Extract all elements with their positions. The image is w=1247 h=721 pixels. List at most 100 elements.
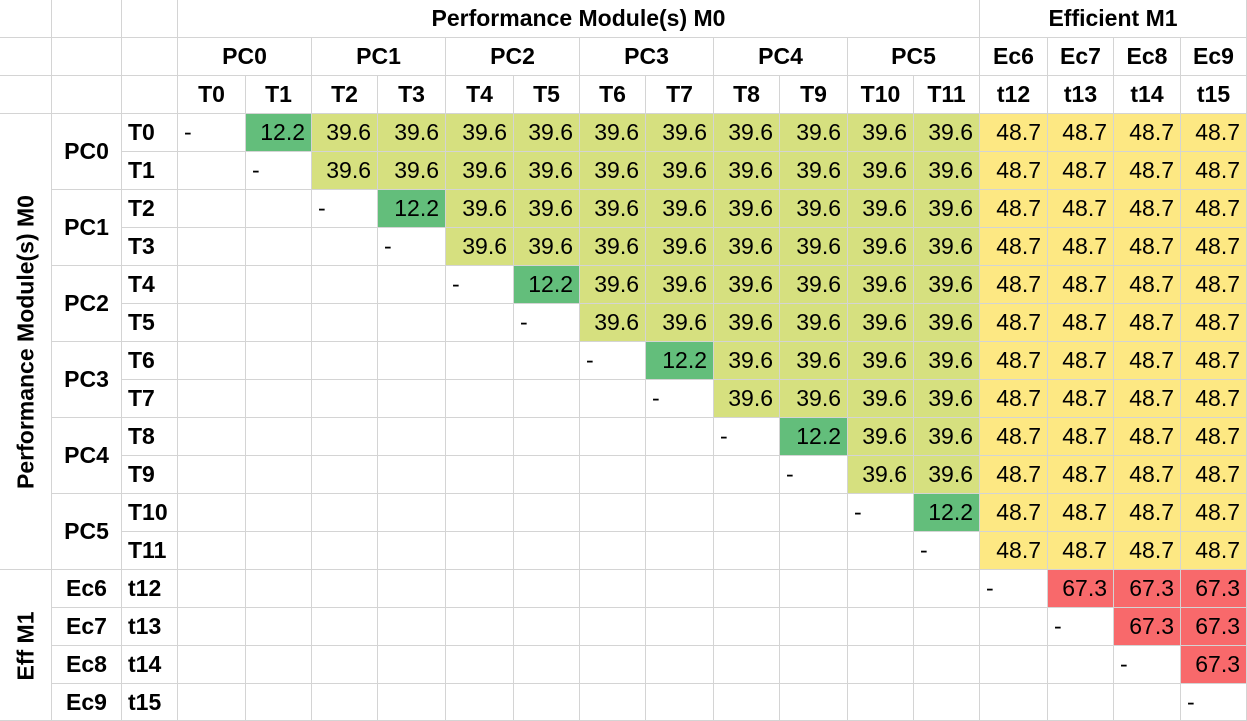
heatmap-value-cell: 39.6 <box>646 304 714 342</box>
row-core-label: Ec8 <box>52 646 122 684</box>
heatmap-value-cell: 39.6 <box>780 342 848 380</box>
heatmap-value-cell: 39.6 <box>780 228 848 266</box>
empty-cell <box>1048 684 1114 721</box>
heatmap-value-cell: 39.6 <box>914 380 980 418</box>
empty-cell <box>446 304 514 342</box>
column-thread-label: T4 <box>446 76 514 114</box>
heatmap-value-cell: 39.6 <box>378 152 446 190</box>
heatmap-value-cell: 12.2 <box>378 190 446 228</box>
empty-cell <box>714 684 780 721</box>
empty-cell <box>312 228 378 266</box>
heatmap-value-cell: 48.7 <box>1048 152 1114 190</box>
empty-cell <box>714 456 780 494</box>
empty-cell <box>514 342 580 380</box>
empty-cell <box>446 342 514 380</box>
heatmap-value-cell: 48.7 <box>1114 494 1181 532</box>
heatmap-value-cell: 39.6 <box>446 152 514 190</box>
heatmap-value-cell: 48.7 <box>980 114 1048 152</box>
heatmap-value-cell: 67.3 <box>1114 570 1181 608</box>
empty-cell <box>580 380 646 418</box>
empty-cell <box>446 494 514 532</box>
diagonal-marker: - <box>246 152 312 190</box>
column-core-label: PC3 <box>580 38 714 76</box>
diagonal-marker: - <box>1048 608 1114 646</box>
heatmap-value-cell: 39.6 <box>848 228 914 266</box>
heatmap-value-cell: 48.7 <box>980 456 1048 494</box>
heatmap-value-cell: 39.6 <box>848 152 914 190</box>
empty-cell <box>178 532 246 570</box>
corner-cell <box>0 0 52 38</box>
heatmap-value-cell: 48.7 <box>980 152 1048 190</box>
empty-cell <box>646 646 714 684</box>
heatmap-value-cell: 39.6 <box>514 190 580 228</box>
empty-cell <box>446 608 514 646</box>
heatmap-value-cell: 48.7 <box>1181 152 1247 190</box>
diagonal-marker: - <box>1181 684 1247 721</box>
empty-cell <box>178 608 246 646</box>
column-thread-label: T6 <box>580 76 646 114</box>
heatmap-value-cell: 48.7 <box>980 342 1048 380</box>
empty-cell <box>646 532 714 570</box>
heatmap-value-cell: 39.6 <box>780 380 848 418</box>
corner-cell <box>122 0 178 38</box>
heatmap-value-cell: 67.3 <box>1181 646 1247 684</box>
heatmap-value-cell: 39.6 <box>714 266 780 304</box>
row-core-label: PC0 <box>52 114 122 190</box>
row-thread-label: T2 <box>122 190 178 228</box>
heatmap-value-cell: 39.6 <box>848 418 914 456</box>
heatmap-value-cell: 39.6 <box>580 304 646 342</box>
row-core-label: PC2 <box>52 266 122 342</box>
heatmap-value-cell: 48.7 <box>980 418 1048 456</box>
heatmap-value-cell: 48.7 <box>1048 342 1114 380</box>
heatmap-value-cell: 48.7 <box>1114 228 1181 266</box>
empty-cell <box>580 684 646 721</box>
row-group-performance-label: Performance Module(s) M0 <box>12 195 39 489</box>
diagonal-marker: - <box>848 494 914 532</box>
heatmap-value-cell: 39.6 <box>914 418 980 456</box>
heatmap-value-cell: 39.6 <box>514 228 580 266</box>
empty-cell <box>580 570 646 608</box>
row-thread-label: T10 <box>122 494 178 532</box>
empty-cell <box>312 570 378 608</box>
heatmap-value-cell: 48.7 <box>1048 494 1114 532</box>
heatmap-value-cell: 48.7 <box>1181 114 1247 152</box>
corner-cell <box>122 76 178 114</box>
empty-cell <box>646 570 714 608</box>
diagonal-marker: - <box>378 228 446 266</box>
heatmap-value-cell: 39.6 <box>780 152 848 190</box>
empty-cell <box>246 608 312 646</box>
empty-cell <box>178 456 246 494</box>
empty-cell <box>848 684 914 721</box>
heatmap-value-cell: 12.2 <box>246 114 312 152</box>
row-thread-label: T7 <box>122 380 178 418</box>
row-thread-label: T4 <box>122 266 178 304</box>
heatmap-value-cell: 39.6 <box>514 114 580 152</box>
empty-cell <box>312 608 378 646</box>
heatmap-value-cell: 39.6 <box>914 114 980 152</box>
empty-cell <box>646 684 714 721</box>
row-core-label: PC1 <box>52 190 122 266</box>
empty-cell <box>780 532 848 570</box>
empty-cell <box>178 380 246 418</box>
heatmap-value-cell: 39.6 <box>848 342 914 380</box>
empty-cell <box>378 304 446 342</box>
heatmap-value-cell: 39.6 <box>714 190 780 228</box>
empty-cell <box>446 646 514 684</box>
empty-cell <box>1114 684 1181 721</box>
empty-cell <box>246 494 312 532</box>
empty-cell <box>378 684 446 721</box>
empty-cell <box>646 456 714 494</box>
diagonal-marker: - <box>914 532 980 570</box>
heatmap-value-cell: 39.6 <box>914 190 980 228</box>
heatmap-value-cell: 39.6 <box>646 190 714 228</box>
empty-cell <box>780 646 848 684</box>
empty-cell <box>780 570 848 608</box>
heatmap-value-cell: 39.6 <box>914 456 980 494</box>
corner-cell <box>122 38 178 76</box>
row-thread-label: t13 <box>122 608 178 646</box>
diagonal-marker: - <box>446 266 514 304</box>
empty-cell <box>514 646 580 684</box>
empty-cell <box>312 266 378 304</box>
column-thread-label: T3 <box>378 76 446 114</box>
diagonal-marker: - <box>178 114 246 152</box>
